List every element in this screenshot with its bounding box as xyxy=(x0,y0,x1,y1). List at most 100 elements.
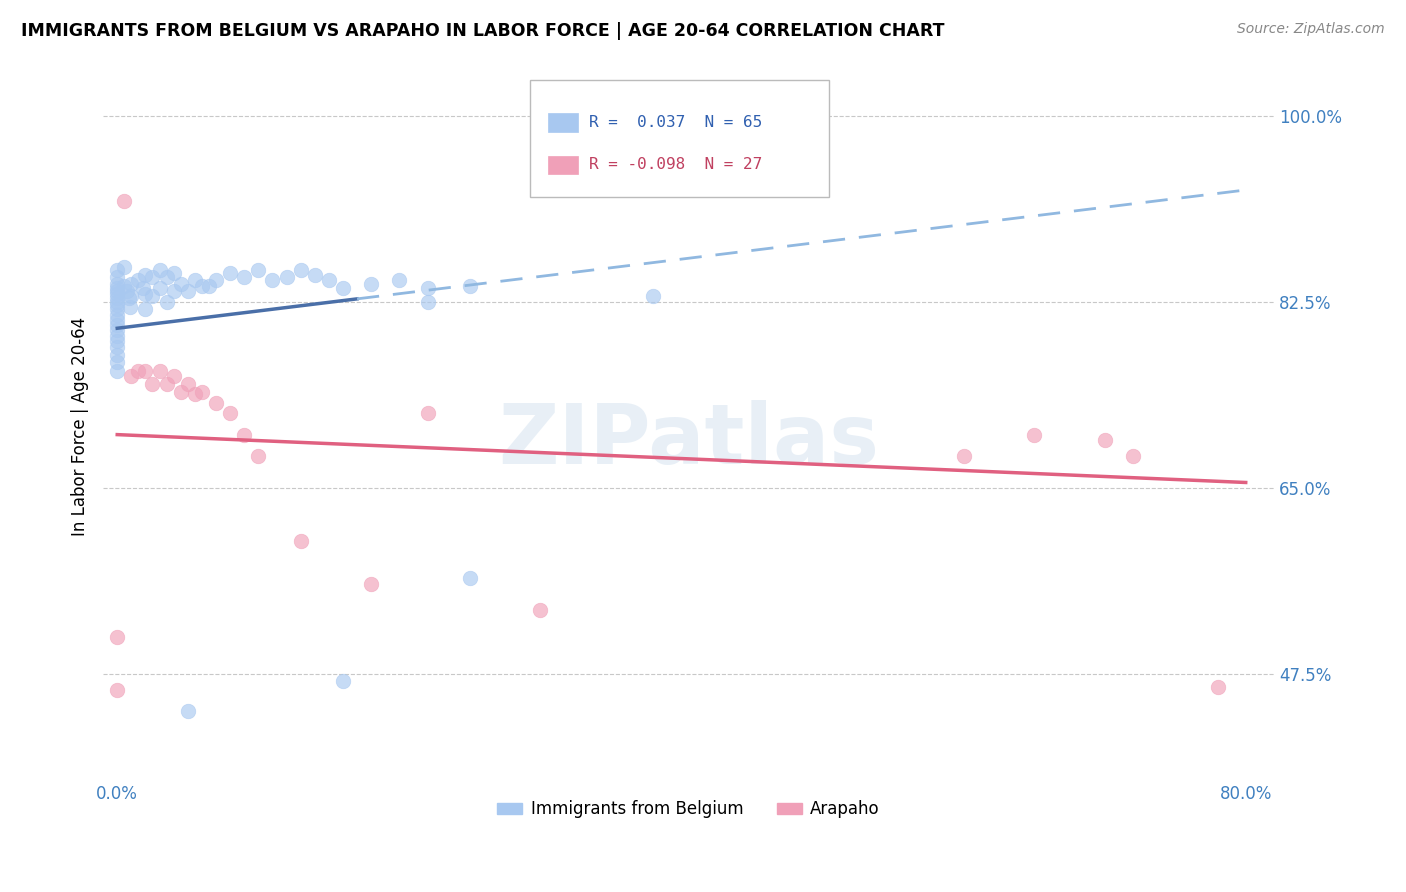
Arapaho xyxy=(134,364,156,378)
Arapaho xyxy=(360,576,382,591)
Immigrants from Belgium xyxy=(276,270,298,285)
FancyBboxPatch shape xyxy=(548,156,578,174)
Immigrants from Belgium xyxy=(458,278,481,293)
FancyBboxPatch shape xyxy=(548,113,578,132)
Immigrants from Belgium xyxy=(360,277,382,291)
Immigrants from Belgium xyxy=(105,287,128,301)
Immigrants from Belgium xyxy=(105,312,128,326)
Arapaho xyxy=(1094,433,1116,447)
Immigrants from Belgium xyxy=(105,355,128,369)
Immigrants from Belgium xyxy=(131,281,153,295)
Immigrants from Belgium xyxy=(105,284,128,298)
Text: Source: ZipAtlas.com: Source: ZipAtlas.com xyxy=(1237,22,1385,37)
Immigrants from Belgium xyxy=(388,273,411,287)
Immigrants from Belgium xyxy=(105,281,128,295)
Arapaho xyxy=(127,364,149,378)
Immigrants from Belgium xyxy=(262,273,284,287)
Immigrants from Belgium xyxy=(117,292,139,306)
Text: R =  0.037  N = 65: R = 0.037 N = 65 xyxy=(589,115,762,130)
FancyBboxPatch shape xyxy=(530,80,830,197)
Text: ZIPatlas: ZIPatlas xyxy=(498,401,879,482)
Immigrants from Belgium xyxy=(134,268,156,282)
Legend: Immigrants from Belgium, Arapaho: Immigrants from Belgium, Arapaho xyxy=(491,794,886,825)
Arapaho xyxy=(290,533,312,548)
Immigrants from Belgium xyxy=(191,278,214,293)
Arapaho xyxy=(1024,427,1046,442)
Immigrants from Belgium xyxy=(177,284,200,298)
Immigrants from Belgium xyxy=(105,328,128,343)
Arapaho xyxy=(1206,680,1229,694)
Immigrants from Belgium xyxy=(141,289,163,303)
Immigrants from Belgium xyxy=(105,277,128,291)
Immigrants from Belgium xyxy=(148,262,170,277)
Immigrants from Belgium xyxy=(105,262,128,277)
Arapaho xyxy=(233,427,256,442)
Arapaho xyxy=(148,364,170,378)
Immigrants from Belgium xyxy=(304,268,326,282)
Immigrants from Belgium xyxy=(177,704,200,718)
Immigrants from Belgium xyxy=(290,262,312,277)
Arapaho xyxy=(170,385,193,400)
Immigrants from Belgium xyxy=(120,277,142,291)
Immigrants from Belgium xyxy=(105,334,128,348)
Immigrants from Belgium xyxy=(318,273,340,287)
Immigrants from Belgium xyxy=(105,270,128,285)
Arapaho xyxy=(105,682,128,697)
Immigrants from Belgium xyxy=(105,302,128,317)
Arapaho xyxy=(155,376,177,391)
Immigrants from Belgium xyxy=(105,309,128,323)
Immigrants from Belgium xyxy=(134,302,156,317)
Immigrants from Belgium xyxy=(112,260,135,274)
Immigrants from Belgium xyxy=(163,284,186,298)
Immigrants from Belgium xyxy=(105,323,128,337)
Immigrants from Belgium xyxy=(105,292,128,306)
Arapaho xyxy=(205,395,228,409)
Immigrants from Belgium xyxy=(141,270,163,285)
Arapaho xyxy=(1122,449,1144,463)
Immigrants from Belgium xyxy=(416,281,439,295)
Immigrants from Belgium xyxy=(155,294,177,309)
Arapaho xyxy=(141,376,163,391)
Text: R = -0.098  N = 27: R = -0.098 N = 27 xyxy=(589,157,762,172)
Text: IMMIGRANTS FROM BELGIUM VS ARAPAHO IN LABOR FORCE | AGE 20-64 CORRELATION CHART: IMMIGRANTS FROM BELGIUM VS ARAPAHO IN LA… xyxy=(21,22,945,40)
Immigrants from Belgium xyxy=(118,300,141,314)
Arapaho xyxy=(112,194,135,208)
Immigrants from Belgium xyxy=(112,278,135,293)
Immigrants from Belgium xyxy=(163,266,186,280)
Immigrants from Belgium xyxy=(115,284,138,298)
Arapaho xyxy=(416,406,439,420)
Arapaho xyxy=(247,449,270,463)
Arapaho xyxy=(219,406,242,420)
Immigrants from Belgium xyxy=(127,273,149,287)
Arapaho xyxy=(184,387,207,401)
Immigrants from Belgium xyxy=(105,298,128,312)
Immigrants from Belgium xyxy=(105,348,128,362)
Immigrants from Belgium xyxy=(332,674,354,689)
Arapaho xyxy=(191,385,214,400)
Arapaho xyxy=(105,630,128,644)
Immigrants from Belgium xyxy=(219,266,242,280)
Immigrants from Belgium xyxy=(458,571,481,585)
Immigrants from Belgium xyxy=(155,270,177,285)
Immigrants from Belgium xyxy=(198,278,221,293)
Arapaho xyxy=(120,369,142,384)
Immigrants from Belgium xyxy=(105,340,128,354)
Immigrants from Belgium xyxy=(416,294,439,309)
Immigrants from Belgium xyxy=(332,281,354,295)
Arapaho xyxy=(163,369,186,384)
Immigrants from Belgium xyxy=(247,262,270,277)
Immigrants from Belgium xyxy=(105,364,128,378)
Immigrants from Belgium xyxy=(105,318,128,332)
Immigrants from Belgium xyxy=(120,289,142,303)
Immigrants from Belgium xyxy=(148,281,170,295)
Arapaho xyxy=(529,603,551,617)
Immigrants from Belgium xyxy=(643,289,665,303)
Immigrants from Belgium xyxy=(105,294,128,309)
Immigrants from Belgium xyxy=(233,270,256,285)
Immigrants from Belgium xyxy=(170,277,193,291)
Immigrants from Belgium xyxy=(184,273,207,287)
Y-axis label: In Labor Force | Age 20-64: In Labor Force | Age 20-64 xyxy=(72,317,89,536)
Immigrants from Belgium xyxy=(205,273,228,287)
Arapaho xyxy=(177,376,200,391)
Arapaho xyxy=(952,449,974,463)
